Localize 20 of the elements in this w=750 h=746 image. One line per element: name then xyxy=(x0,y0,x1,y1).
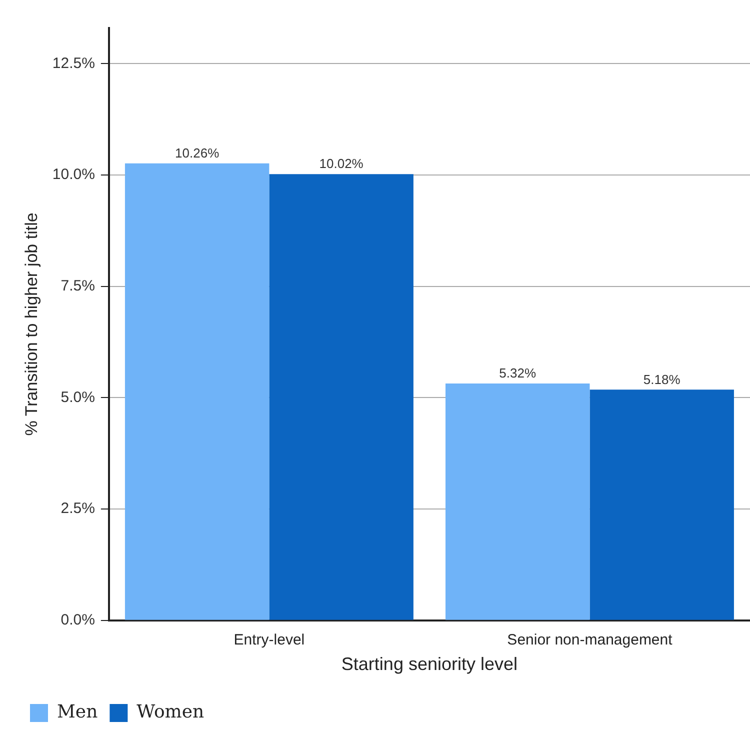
y-tick-label: 7.5% xyxy=(60,277,95,294)
y-tick-label: 12.5% xyxy=(52,54,95,72)
y-tick-label: 10.0% xyxy=(52,166,95,184)
x-axis-title: Starting seniority level xyxy=(341,654,518,674)
y-tick-label: 0.0% xyxy=(60,612,95,629)
bar xyxy=(124,163,270,620)
y-tick-label: 2.5% xyxy=(60,500,95,518)
x-tick-label: Senior non-management xyxy=(507,632,674,649)
x-tick-label: Entry-level xyxy=(234,632,305,649)
data-label: 5.18% xyxy=(643,372,681,387)
y-tick-label: 5.0% xyxy=(60,388,95,406)
bar xyxy=(445,383,590,620)
y-axis-title: % Transition to higher job title xyxy=(22,212,41,436)
data-label: 5.32% xyxy=(499,366,536,381)
legend-label: Men xyxy=(57,702,98,723)
legend-label: Women xyxy=(136,702,205,723)
bar xyxy=(590,390,734,620)
bar xyxy=(269,174,414,620)
data-label: 10.02% xyxy=(319,156,364,172)
data-label: 10.26% xyxy=(175,145,220,160)
